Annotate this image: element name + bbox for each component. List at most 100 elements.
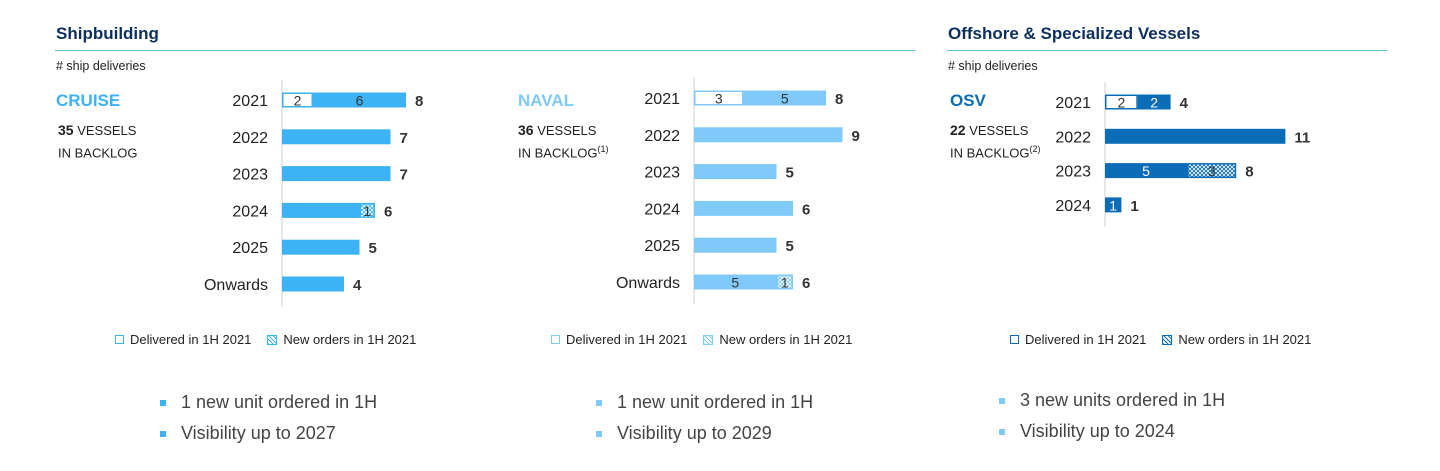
- total-label: 8: [1245, 164, 1253, 181]
- bullet-text: Visibility up to 2027: [181, 423, 336, 443]
- bar-backlog: [282, 276, 344, 292]
- total-label: 4: [1180, 95, 1189, 112]
- segment-label: 6: [356, 93, 364, 109]
- segment-label: 3: [1208, 163, 1216, 179]
- cruise-backlog-count: 35: [58, 122, 74, 138]
- segment-label: 1: [781, 275, 789, 291]
- offshore-subtitle: # ship deliveries: [948, 59, 1038, 73]
- bullet-item: Visibility up to 2029: [596, 418, 813, 449]
- segment-label: 3: [715, 91, 723, 107]
- naval-backlog: 36 VESSELS IN BACKLOG(1): [518, 121, 608, 162]
- naval-backlog-line2: IN BACKLOG: [518, 145, 598, 161]
- cruise-backlog-line2: IN BACKLOG: [58, 145, 138, 161]
- segment-label: 2: [1118, 95, 1126, 111]
- category-label: 2023: [1055, 164, 1091, 181]
- bullet-item: Visibility up to 2027: [160, 418, 377, 449]
- bar-backlog: [694, 237, 777, 253]
- bar-new-orders: [1187, 163, 1237, 179]
- category-label: 2023: [232, 167, 268, 184]
- bar-delivered: [694, 90, 744, 106]
- legend-new-orders-swatch: [703, 334, 714, 345]
- bullet-marker-icon: [999, 428, 1005, 435]
- osv-legend: Delivered in 1H 2021 New orders in 1H 20…: [1010, 332, 1311, 347]
- cruise-legend: Delivered in 1H 2021 New orders in 1H 20…: [115, 332, 416, 347]
- total-label: 6: [802, 275, 810, 292]
- total-label: 7: [400, 130, 408, 147]
- shipbuilding-divider: [55, 50, 915, 51]
- naval-backlog-count: 36: [518, 122, 534, 138]
- bar-new-orders: [359, 202, 375, 218]
- total-label: 1: [1130, 198, 1138, 215]
- total-label: 5: [369, 240, 377, 257]
- legend-delivered-label: Delivered in 1H 2021: [566, 332, 688, 347]
- category-label: 2024: [1055, 198, 1091, 215]
- legend-delivered-swatch: [115, 335, 124, 344]
- bar-backlog: [1105, 128, 1286, 144]
- naval-backlog-line1: VESSELS: [537, 123, 597, 138]
- category-label: 2024: [644, 201, 680, 218]
- bullet-item: 3 new units ordered in 1H: [999, 385, 1225, 416]
- bar-backlog: [694, 127, 843, 143]
- total-label: 5: [786, 165, 794, 182]
- bullet-text: Visibility up to 2024: [1020, 421, 1175, 441]
- bar-backlog: [1105, 163, 1187, 179]
- osv-backlog-line2: IN BACKLOG: [950, 145, 1030, 161]
- total-label: 8: [835, 91, 843, 108]
- bar-backlog: [694, 200, 793, 216]
- cruise-bullets: 1 new unit ordered in 1H Visibility up t…: [160, 387, 377, 449]
- total-label: 9: [852, 128, 860, 145]
- category-label: 2021: [232, 93, 268, 110]
- osv-footnote: (2): [1029, 144, 1041, 154]
- legend-new-orders-swatch: [267, 334, 278, 345]
- osv-bullets: 3 new units ordered in 1H Visibility up …: [999, 385, 1225, 447]
- osv-deliveries-chart: 2021 2 2 4 2022 11 2023 5 3 8 2024 1 1: [1055, 82, 1310, 227]
- category-label: 2021: [1055, 95, 1091, 112]
- category-label: Onwards: [616, 275, 680, 292]
- legend-delivered-swatch: [1010, 335, 1019, 344]
- category-label: 2024: [232, 203, 268, 220]
- naval-footnote: (1): [597, 144, 609, 154]
- category-label: 2022: [232, 130, 268, 147]
- bar-backlog: [1105, 197, 1122, 213]
- category-label: Onwards: [204, 277, 268, 294]
- naval-segment-name: NAVAL: [518, 91, 575, 110]
- legend-delivered-label: Delivered in 1H 2021: [1025, 332, 1147, 347]
- bar-backlog: [1137, 94, 1171, 110]
- bar-backlog: [282, 129, 391, 145]
- osv-segment-name: OSV: [950, 91, 986, 110]
- bar-delivered: [282, 92, 313, 108]
- cruise-segment-name: CRUISE: [56, 91, 121, 110]
- osv-backlog-line1: VESSELS: [969, 123, 1029, 138]
- bar-backlog: [282, 239, 360, 255]
- bullet-item: Visibility up to 2024: [999, 416, 1225, 447]
- segment-label: 1: [1109, 197, 1117, 213]
- cruise-backlog-line1: VESSELS: [77, 123, 137, 138]
- legend-delivered-swatch: [551, 335, 560, 344]
- segment-label: 5: [1142, 163, 1150, 179]
- category-label: 2023: [644, 165, 680, 182]
- segment-label: 1: [363, 203, 371, 219]
- legend-new-orders-swatch: [1162, 334, 1173, 345]
- segment-label: 2: [294, 93, 302, 109]
- shipbuilding-subtitle: # ship deliveries: [56, 59, 146, 73]
- bullet-marker-icon: [160, 399, 166, 406]
- total-label: 8: [415, 93, 423, 110]
- bullet-text: 1 new unit ordered in 1H: [617, 392, 814, 412]
- bullet-item: 1 new unit ordered in 1H: [160, 387, 377, 418]
- legend-new-orders-label: New orders in 1H 2021: [719, 332, 853, 347]
- total-label: 4: [353, 277, 362, 294]
- bullet-marker-icon: [160, 430, 166, 437]
- total-label: 11: [1294, 129, 1310, 146]
- bullet-marker-icon: [596, 399, 602, 406]
- bullet-item: 1 new unit ordered in 1H: [596, 387, 813, 418]
- bar-delivered: [1105, 94, 1138, 110]
- category-label: 2025: [644, 238, 680, 255]
- total-label: 7: [400, 167, 408, 184]
- category-label: 2021: [644, 91, 680, 108]
- cruise-backlog: 35 VESSELS IN BACKLOG: [58, 121, 137, 162]
- bar-backlog: [743, 90, 826, 106]
- naval-legend: Delivered in 1H 2021 New orders in 1H 20…: [551, 332, 852, 347]
- category-label: 2025: [232, 240, 268, 257]
- bullet-text: 3 new units ordered in 1H: [1020, 390, 1226, 410]
